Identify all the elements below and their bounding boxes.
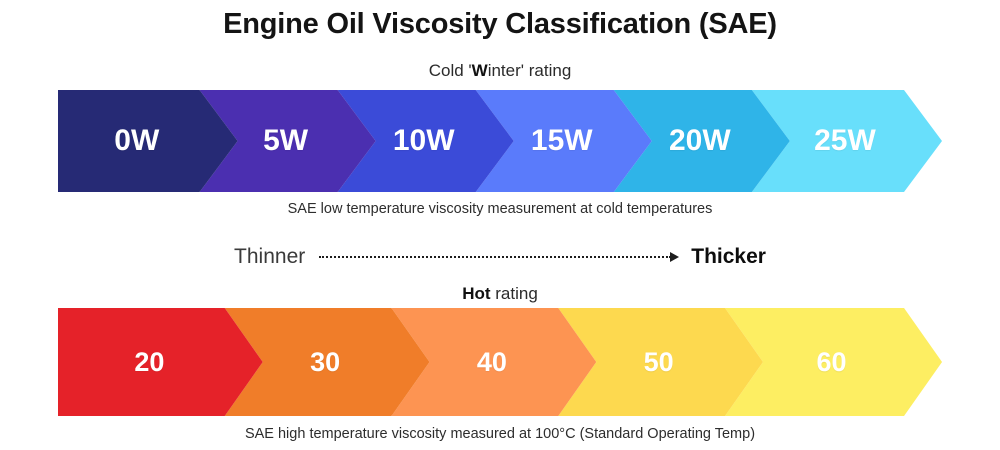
thickness-scale: Thinner Thicker (0, 240, 1000, 274)
right-arrow-icon (319, 252, 680, 262)
chevron-cold-0-inner: 0W (58, 90, 238, 192)
page-title: Engine Oil Viscosity Classification (SAE… (223, 8, 777, 40)
cold-label-suffix: inter' rating (487, 61, 572, 80)
chevron-hot-3-label: 50 (643, 346, 674, 377)
chevron-hot-4-label: 60 (816, 346, 847, 377)
cold-band-caption: SAE low temperature viscosity measuremen… (287, 201, 713, 217)
cold-viscosity-band: 0W 5W 10W 15W 20W 25W (58, 90, 942, 192)
chevron-cold-4-label: 20W (668, 124, 731, 157)
hot-rating-label: Hot rating (0, 283, 1000, 305)
scale-thinner-label: Thinner (234, 245, 306, 268)
hot-viscosity-band: 20 30 40 50 60 (58, 308, 942, 416)
chevron-cold-0-label: 0W (114, 124, 160, 157)
chevron-hot-0-inner: 20 (58, 308, 263, 416)
hot-label-bold: Hot (462, 284, 491, 303)
chevron-cold-1-label: 5W (263, 124, 309, 157)
chevron-cold-3-label: 15W (530, 124, 593, 157)
chevron-hot-1-label: 30 (310, 346, 341, 377)
chevron-hot-0-label: 20 (134, 346, 165, 377)
chevron-cold-5-label: 25W (814, 124, 876, 157)
hot-band-caption: SAE high temperature viscosity measured … (244, 426, 756, 442)
chevron-hot-0[interactable]: 20 (58, 308, 263, 416)
chevron-cold-2-label: 10W (392, 124, 455, 157)
scale-thicker-label: Thicker (691, 245, 766, 268)
cold-label-prefix: Cold ' (428, 61, 472, 80)
chevron-hot-2-label: 40 (476, 346, 507, 377)
hot-label-suffix: rating (490, 284, 538, 303)
arrow-head (670, 252, 680, 262)
cold-label-bold: W (471, 61, 488, 80)
chevron-cold-0[interactable]: 0W (58, 90, 238, 192)
arrow-dotted-line (319, 256, 672, 258)
cold-rating-label: Cold 'Winter' rating (0, 60, 1000, 82)
